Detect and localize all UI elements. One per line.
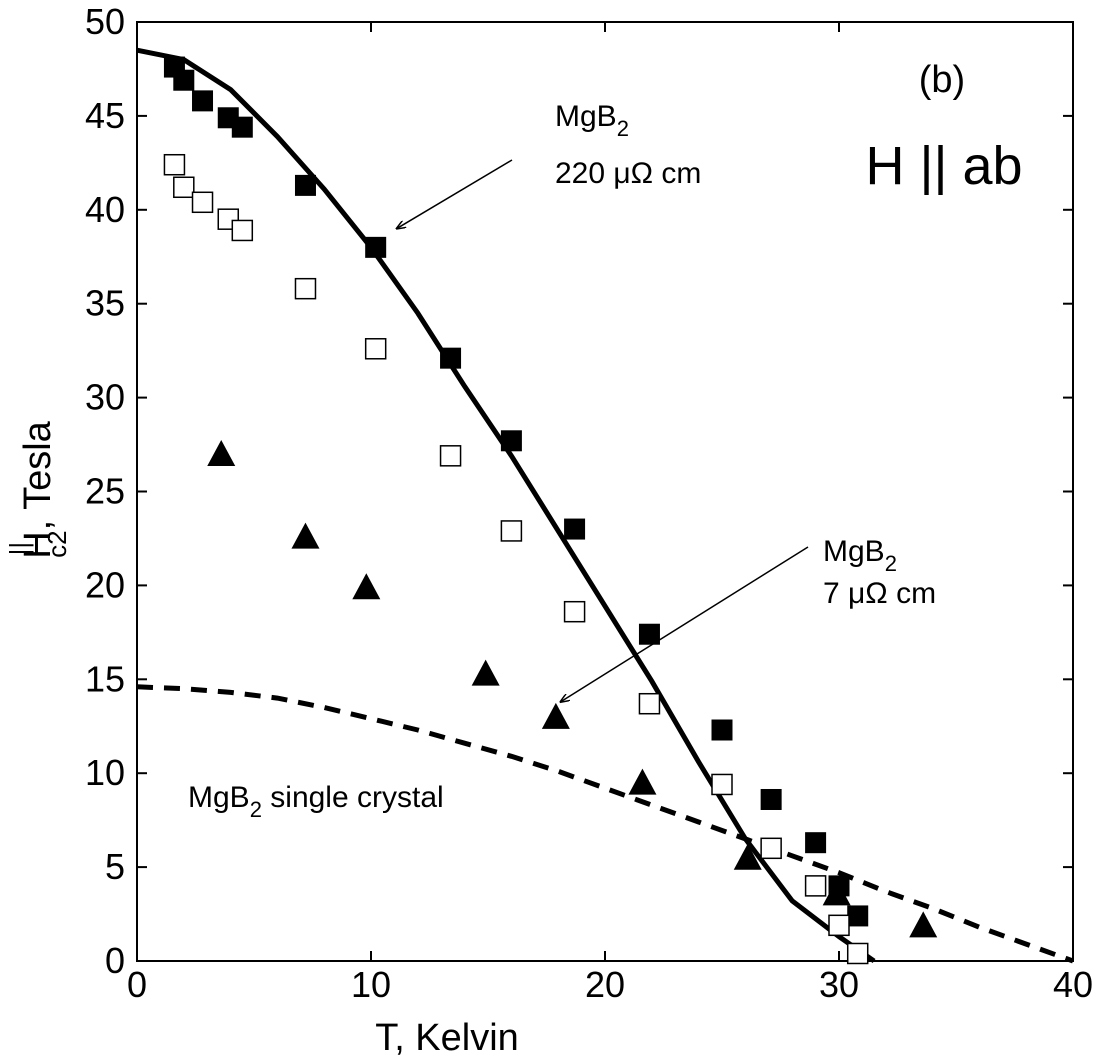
data-points: [163, 56, 938, 965]
filled-triangle-point: [471, 659, 500, 686]
open-square-point: [439, 445, 462, 467]
y-axis-title-rest: , Tesla: [17, 420, 59, 530]
open-square-point: [846, 942, 869, 965]
y-axis-title-base: H: [17, 531, 59, 558]
y-tick-label: 45: [85, 95, 125, 136]
annotation-7-base: MgB: [823, 535, 885, 568]
y-tick-label: 40: [85, 189, 125, 230]
filled-square-point: [847, 905, 869, 927]
x-tick-label: 30: [819, 964, 859, 1005]
filled-triangle-point: [628, 768, 657, 795]
filled-square-point: [805, 832, 827, 854]
fit-solid-curve: [136, 47, 876, 964]
filled-square-point: [760, 788, 782, 810]
annotation-7-label: MgB2: [823, 535, 897, 576]
y-tick-label: 25: [85, 471, 125, 512]
annotation-220-base: MgB: [555, 100, 617, 133]
x-tick-label: 40: [1053, 964, 1093, 1005]
filled-triangle-point: [733, 843, 762, 870]
y-tick-label: 5: [105, 846, 125, 887]
filled-triangle-point: [822, 879, 851, 906]
open-square-point: [500, 520, 523, 542]
axis-ticks: 0 10 20 30 40 0 5 10 15 20 25 30 35 40 45 50: [85, 1, 1093, 1005]
y-axis-title-sub: c2: [42, 530, 72, 557]
open-square-point: [294, 277, 317, 300]
x-tick-label: 20: [585, 964, 625, 1005]
y-tick-label: 0: [105, 940, 125, 981]
filled-square-point: [365, 236, 387, 258]
annotation-7-arrow: [561, 546, 809, 702]
open-square-point: [173, 176, 195, 199]
x-axis-title: T, Kelvin: [375, 1017, 519, 1057]
filled-triangle-point: [352, 573, 381, 600]
y-tick-label: 30: [85, 377, 125, 418]
annotation-single-crystal-base: MgB: [188, 781, 250, 814]
filled-square-point: [500, 430, 522, 452]
filled-triangle-point: [541, 702, 570, 729]
open-square-point: [163, 153, 186, 176]
y-axis-title-sup: ||: [4, 542, 34, 556]
filled-square-point: [192, 90, 214, 112]
filled-square-point: [173, 69, 195, 91]
annotation-single-crystal-rest: single crystal: [262, 781, 444, 814]
panel-label: (b): [919, 59, 965, 101]
open-square-point: [364, 338, 387, 360]
annotation-220-sub: 2: [617, 116, 629, 141]
y-tick-label: 20: [85, 564, 125, 605]
x-tick-label: 10: [351, 964, 391, 1005]
y-tick-label: 50: [85, 1, 125, 42]
open-square-point: [804, 875, 827, 897]
x-tick-label: 0: [127, 964, 147, 1005]
y-tick-label: 15: [85, 658, 125, 699]
y-axis-title: H|| c2, Tesla: [4, 420, 72, 558]
annotation-single-crystal-sub: 2: [250, 797, 262, 822]
field-orientation-label: H || ab: [865, 136, 1022, 196]
annotation-220-arrow: [397, 159, 513, 229]
open-square-point: [638, 692, 661, 715]
filled-triangle-point: [291, 522, 320, 549]
filled-square-point: [294, 174, 316, 196]
filled-triangle-point: [909, 911, 938, 938]
y-tick-label: 10: [85, 752, 125, 793]
open-square-point: [191, 191, 214, 214]
filled-square-point: [231, 116, 253, 138]
filled-square-point: [711, 719, 733, 741]
single-crystal-dashed-curve: [136, 684, 1074, 964]
svg-text:H||c2, Tesla: H|| c2, Tesla: [4, 420, 72, 558]
annotation-single-crystal: MgB2 single crystal: [188, 781, 444, 822]
filled-square-point: [638, 623, 660, 645]
filled-triangle-point: [207, 439, 236, 466]
y-tick-label: 35: [85, 283, 125, 324]
open-square-point: [563, 600, 586, 623]
annotation-220-resistivity: 220 μΩ cm: [555, 157, 701, 190]
fit-curves: [136, 47, 1074, 964]
open-square-point: [231, 219, 254, 242]
filled-square-point: [440, 347, 462, 369]
annotation-7-sub: 2: [885, 551, 897, 576]
filled-square-point: [564, 518, 586, 540]
annotation-7-resistivity: 7 μΩ cm: [823, 577, 936, 610]
annotation-220-label: MgB2: [555, 100, 629, 141]
open-square-point: [828, 914, 850, 937]
open-square-point: [711, 773, 733, 796]
open-square-point: [760, 837, 782, 860]
